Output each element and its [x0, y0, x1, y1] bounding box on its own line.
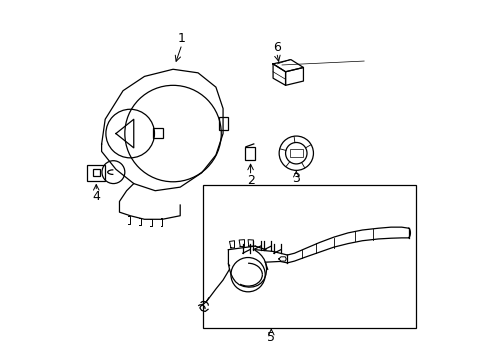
Text: 4: 4	[92, 190, 100, 203]
Bar	[289, 149, 302, 157]
Bar	[219, 117, 228, 130]
Bar	[203, 185, 415, 328]
Bar	[93, 169, 100, 176]
Text: 3: 3	[292, 172, 300, 185]
Bar	[244, 147, 254, 160]
Text: 6: 6	[272, 41, 280, 54]
Text: 1: 1	[178, 32, 185, 45]
Text: 5: 5	[267, 331, 275, 344]
Text: 2: 2	[246, 174, 254, 187]
Bar	[153, 128, 163, 138]
Bar	[87, 165, 105, 181]
